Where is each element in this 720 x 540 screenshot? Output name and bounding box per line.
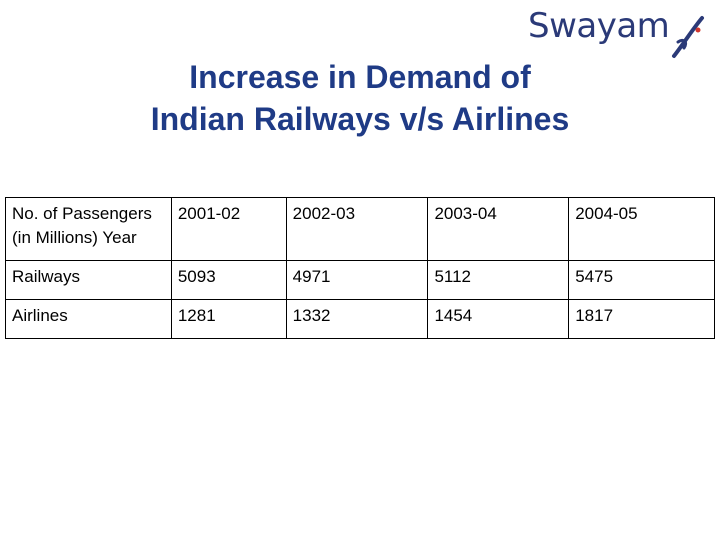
row-label-cell: Airlines: [5, 299, 172, 339]
header-label-line-2: (in Millions) Year: [12, 228, 137, 247]
passenger-table: No. of Passengers (in Millions) Year 200…: [5, 197, 715, 339]
page-title: Increase in Demand of Indian Railways v/…: [0, 56, 720, 140]
table-row: Railways 5093 4971 5112 5475: [5, 260, 715, 300]
header-year-cell: 2002-03: [285, 197, 429, 261]
table-row: Airlines 1281 1332 1454 1817: [5, 299, 715, 339]
value-cell: 1454: [427, 299, 570, 339]
header-label-line-1: No. of Passengers: [12, 204, 152, 223]
swayam-swoosh-icon: [672, 16, 704, 58]
swayam-logo: Swayam: [528, 6, 704, 70]
value-cell: 5112: [427, 260, 570, 300]
value-cell: 4971: [285, 260, 429, 300]
title-line-1: Increase in Demand of: [189, 59, 531, 95]
value-cell: 1332: [285, 299, 429, 339]
title-line-2: Indian Railways v/s Airlines: [150, 101, 570, 137]
header-year-cell: 2003-04: [427, 197, 570, 261]
value-cell: 1817: [568, 299, 715, 339]
logo-brand-text: Swayam: [528, 6, 670, 46]
header-year-cell: 2001-02: [170, 197, 287, 261]
header-label-cell: No. of Passengers (in Millions) Year: [5, 197, 172, 261]
value-cell: 1281: [170, 299, 287, 339]
header-year-cell: 2004-05: [568, 197, 715, 261]
table-header-row: No. of Passengers (in Millions) Year 200…: [5, 197, 715, 261]
row-label-cell: Railways: [5, 260, 172, 300]
value-cell: 5475: [568, 260, 715, 300]
value-cell: 5093: [170, 260, 287, 300]
